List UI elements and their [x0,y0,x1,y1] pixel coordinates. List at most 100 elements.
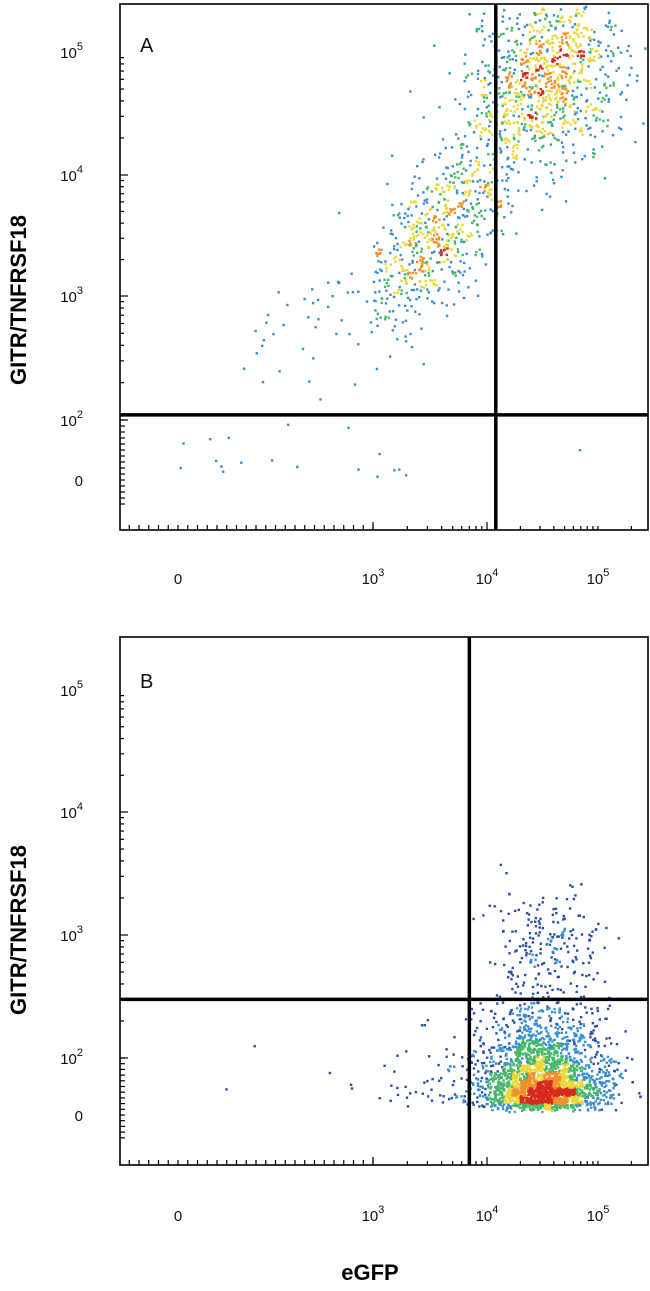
event-dot [507,912,510,915]
event-dot [594,1039,597,1043]
event-dot [394,237,398,240]
event-dot [350,272,353,275]
event-dot [515,1076,518,1079]
event-dot [512,1077,515,1080]
event-dot [490,1046,493,1049]
event-dot [550,86,553,90]
event-dot [565,1059,568,1062]
event-dot [494,1062,498,1065]
event-dot [461,143,465,146]
event-dot [546,41,550,45]
event-dot [589,1060,593,1064]
event-dot [400,258,404,261]
y-tick-label: 105 [60,41,83,62]
event-dot [576,86,579,89]
event-dot [604,1017,607,1020]
event-dot [418,221,421,225]
event-dot [496,1084,500,1087]
event-dot [540,1047,543,1051]
event-dot [538,1092,541,1095]
event-dot [508,939,512,943]
event-dot [563,84,567,88]
event-dot [612,1093,615,1096]
event-dot [553,64,556,67]
event-dot [533,1086,537,1089]
event-dot [484,184,488,187]
event-dot [551,913,555,916]
event-dot [524,71,527,75]
event-dot [579,43,582,46]
event-dot [560,74,563,78]
event-dot [585,100,588,103]
event-dot [390,1084,393,1087]
event-dot [439,193,442,196]
event-dot [499,1103,502,1106]
event-dot [415,235,418,238]
event-dot [541,1047,544,1050]
event-dot [517,1074,520,1077]
event-dot [574,1061,577,1064]
event-dot [563,1012,567,1015]
event-dot [222,470,225,473]
event-dot [584,1055,587,1058]
event-dot [562,1047,566,1050]
event-dot [544,985,547,988]
event-dot [541,1110,544,1114]
event-dot [591,1094,594,1098]
event-dot [501,1107,505,1111]
event-dot [560,1082,563,1085]
event-dot [415,205,418,208]
event-dot [531,937,535,940]
event-dot [457,281,460,284]
event-dot [598,1077,601,1080]
event-dot [462,181,465,184]
event-dot [578,914,581,917]
event-dot [370,330,373,334]
event-dot [467,121,470,124]
event-dot [534,925,538,928]
event-dot [531,953,534,956]
event-dot [510,29,513,32]
event-dot [561,169,564,172]
event-dot [476,1059,480,1062]
y-tick-label: 102 [60,1047,83,1068]
event-dot [424,274,427,277]
event-dot [546,113,549,116]
event-dot [525,911,529,915]
event-dot [421,1092,424,1095]
event-dot [527,67,531,71]
event-dot [505,1063,508,1067]
event-dot [476,180,479,183]
event-dot [505,1023,508,1027]
event-dot [538,1069,541,1072]
event-dot [634,140,637,144]
event-dot [580,49,583,53]
event-dot [457,137,460,140]
event-dot [502,1017,505,1021]
event-dot [596,1009,600,1013]
event-dot [508,1033,511,1036]
event-dot [396,291,399,295]
event-dot [518,95,521,98]
event-dot [536,1084,540,1087]
event-dot [620,91,624,94]
event-dot [509,1048,513,1052]
event-dot [524,973,527,977]
event-dot [501,104,504,108]
event-dot [575,1079,578,1082]
event-dot [506,146,509,149]
event-dot [509,1101,512,1104]
event-dot [580,1079,583,1082]
event-dot [572,1084,576,1088]
event-dot [547,1107,550,1111]
event-dot [401,269,404,273]
event-dot [489,114,492,117]
event-dot [594,78,598,81]
event-dot [553,1071,557,1074]
event-dot [548,1053,552,1056]
event-dot [526,1060,529,1064]
event-dot [518,1014,522,1017]
event-dot [499,863,502,867]
event-dot [607,98,611,101]
